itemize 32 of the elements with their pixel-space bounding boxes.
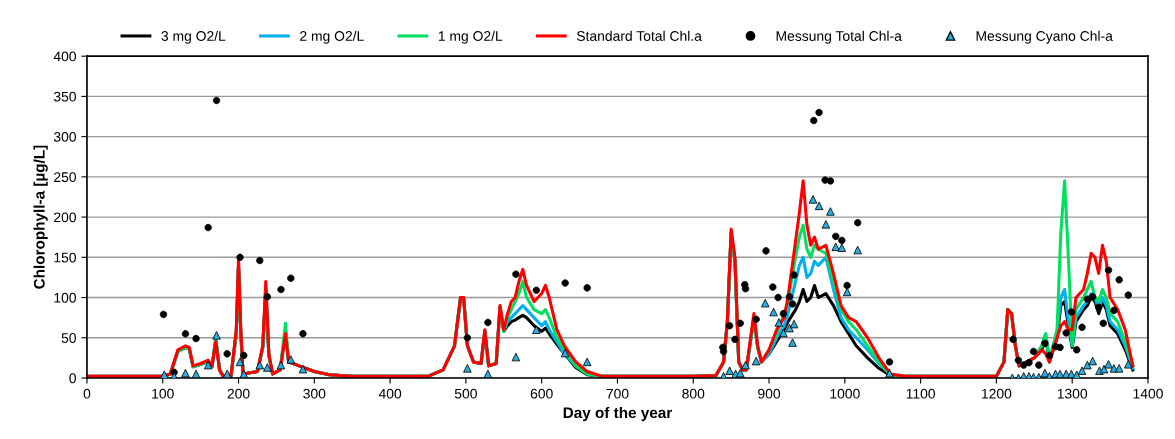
x-tick-label: 300 bbox=[303, 388, 326, 399]
x-tick-label: 1000 bbox=[830, 388, 860, 399]
x-tick-label: 0 bbox=[83, 388, 91, 399]
x-tick-label: 600 bbox=[530, 388, 553, 399]
y-tick-label: 50 bbox=[61, 333, 76, 343]
legend-label: Messung Cyano Chl-a bbox=[976, 30, 1113, 44]
x-tick-label: 900 bbox=[758, 388, 781, 399]
x-tick-label: 1300 bbox=[1057, 388, 1088, 399]
y-tick-label: 150 bbox=[54, 252, 76, 263]
x-tick-label: 1200 bbox=[982, 388, 1012, 399]
y-axis-title: Chlorophyll-a [µg/L] bbox=[33, 145, 48, 289]
legend-label: 3 mg O2/L bbox=[161, 30, 226, 44]
y-tick-label: 350 bbox=[53, 91, 76, 102]
x-tick-label: 200 bbox=[227, 388, 250, 399]
y-tick-label: 200 bbox=[54, 212, 76, 223]
x-tick-label: 1400 bbox=[1133, 388, 1163, 399]
y-tick-label: 400 bbox=[53, 51, 76, 62]
y-tick-label: 0 bbox=[69, 373, 76, 384]
x-axis-title: Day of the year bbox=[563, 406, 672, 422]
x-tick-label: 400 bbox=[378, 388, 402, 399]
legend-label: 2 mg O2/L bbox=[300, 30, 364, 44]
x-tick-label: 100 bbox=[152, 388, 174, 399]
x-tick-label: 500 bbox=[454, 388, 477, 399]
y-tick-label: 250 bbox=[54, 172, 76, 183]
x-tick-label: 700 bbox=[606, 388, 629, 399]
y-tick-label: 300 bbox=[53, 131, 76, 142]
legend-label: 1 mg O2/L bbox=[438, 30, 503, 44]
legend-label: Messung Total Chl-a bbox=[776, 30, 902, 44]
y-tick-label: 100 bbox=[54, 292, 76, 303]
x-tick-label: 1100 bbox=[906, 388, 936, 399]
x-tick-label: 800 bbox=[682, 388, 705, 399]
legend-label: Standard Total Chl.a bbox=[576, 30, 702, 41]
